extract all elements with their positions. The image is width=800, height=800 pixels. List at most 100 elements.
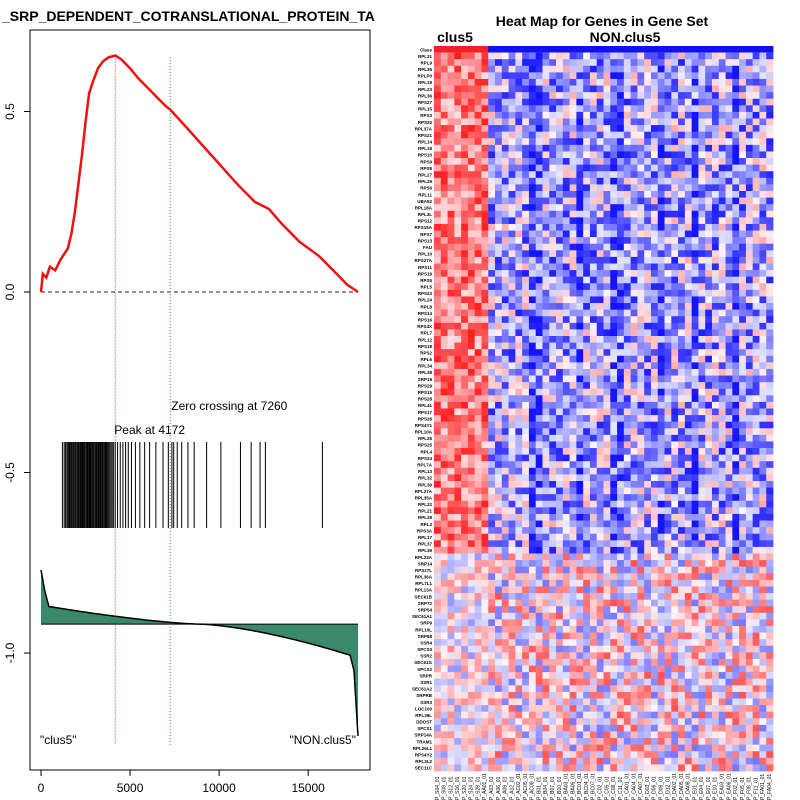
- class-bar-cell: [637, 46, 645, 53]
- heatmap-cell: [583, 494, 591, 502]
- heatmap-cell: [684, 355, 693, 363]
- heatmap-cell: [481, 487, 489, 495]
- heatmap-cell: [454, 573, 462, 581]
- heatmap-cell: [759, 612, 767, 620]
- heatmap-cell: [698, 566, 706, 574]
- heatmap-cell: [603, 283, 611, 291]
- heatmap-cell: [481, 401, 489, 409]
- heatmap-cell: [535, 105, 543, 113]
- heatmap-cell: [535, 540, 543, 548]
- class-bar-cell: [664, 46, 672, 53]
- heatmap-cell: [583, 342, 591, 350]
- heatmap-cell: [508, 296, 516, 304]
- heatmap-cell: [623, 685, 632, 693]
- heatmap-cell: [467, 144, 476, 152]
- heatmap-cell: [732, 125, 740, 133]
- heatmap-cell: [556, 672, 564, 680]
- heatmap-cell: [623, 645, 632, 653]
- heatmap-cell: [528, 612, 537, 620]
- heatmap-cell: [461, 645, 469, 653]
- heatmap-cell: [434, 85, 442, 93]
- heatmap-cell: [766, 171, 774, 179]
- heatmap-cell: [705, 586, 713, 594]
- heatmap-cell: [617, 461, 625, 469]
- heatmap-cell: [515, 250, 523, 258]
- heatmap-cell: [528, 105, 537, 113]
- heatmap-cell: [556, 428, 564, 436]
- heatmap-cell: [650, 171, 659, 179]
- heatmap-cell: [752, 270, 760, 278]
- heatmap-cell: [725, 513, 733, 521]
- heatmap-cell: [664, 467, 672, 475]
- heatmap-cell: [650, 125, 659, 133]
- heatmap-cell: [705, 237, 713, 245]
- heatmap-cell: [725, 632, 733, 640]
- heatmap-cell: [732, 408, 740, 416]
- heatmap-cell: [528, 599, 537, 607]
- heatmap-cell: [474, 626, 482, 633]
- heatmap-cell: [623, 434, 632, 442]
- heatmap-cell: [657, 408, 665, 416]
- heatmap-cell: [562, 243, 570, 251]
- heatmap-cell: [474, 665, 482, 673]
- heatmap-cell: [454, 487, 462, 495]
- heatmap-cell: [691, 546, 699, 554]
- heatmap-cell: [583, 270, 591, 278]
- heatmap-cell: [725, 593, 733, 601]
- heatmap-cell: [528, 85, 537, 93]
- heatmap-cell: [495, 131, 503, 139]
- heatmap-cell: [739, 632, 747, 640]
- heatmap-cell: [657, 197, 665, 205]
- heatmap-cell: [725, 72, 733, 80]
- heatmap-cell: [495, 65, 503, 73]
- heatmap-cell: [535, 283, 543, 291]
- heatmap-cell: [454, 329, 462, 337]
- heatmap-cell: [488, 184, 496, 192]
- heatmap-cell: [630, 125, 638, 133]
- heatmap-cell: [562, 533, 570, 541]
- heatmap-cell: [617, 454, 625, 462]
- heatmap-cell: [447, 342, 455, 350]
- heatmap-cell: [562, 270, 570, 278]
- heatmap-cell: [732, 579, 740, 587]
- heatmap-cell: [474, 421, 482, 429]
- heatmap-cell: [617, 375, 625, 383]
- heatmap-cell: [549, 606, 557, 614]
- heatmap-cell: [447, 78, 455, 86]
- heatmap-cell: [650, 500, 659, 508]
- heatmap-cell: [447, 665, 455, 673]
- heatmap-cell: [569, 85, 577, 93]
- heatmap-cell: [745, 586, 754, 594]
- heatmap-cell: [528, 342, 537, 350]
- heatmap-cell: [630, 151, 638, 159]
- heatmap-cell: [610, 527, 618, 535]
- heatmap-cell: [617, 672, 625, 680]
- heatmap-cell: [542, 665, 550, 673]
- heatmap-cell: [488, 283, 496, 291]
- heatmap-cell: [739, 461, 747, 469]
- heatmap-cell: [684, 632, 693, 640]
- heatmap-cell: [495, 665, 503, 673]
- heatmap-cell: [576, 204, 584, 212]
- heatmap-cell: [691, 362, 699, 370]
- heatmap-cell: [759, 256, 767, 264]
- y-tick-label: 0.0: [3, 283, 17, 300]
- heatmap-cell: [664, 59, 672, 67]
- heatmap-cell: [454, 85, 462, 93]
- heatmap-cell: [664, 507, 672, 515]
- heatmap-cell: [562, 467, 570, 475]
- heatmap-cell: [718, 59, 726, 67]
- heatmap-cell: [474, 461, 482, 469]
- heatmap-cell: [501, 243, 509, 251]
- heatmap-cell: [447, 217, 455, 225]
- heatmap-cell: [725, 322, 733, 330]
- heatmap-cell: [718, 197, 726, 205]
- heatmap-cell: [718, 513, 726, 521]
- heatmap-cell: [501, 487, 509, 495]
- heatmap-cell: [583, 533, 591, 541]
- heatmap-cell: [569, 513, 577, 521]
- heatmap-cell: [542, 289, 550, 297]
- heatmap-cell: [711, 579, 720, 587]
- heatmap-cell: [542, 342, 550, 350]
- heatmap-cell: [542, 401, 550, 409]
